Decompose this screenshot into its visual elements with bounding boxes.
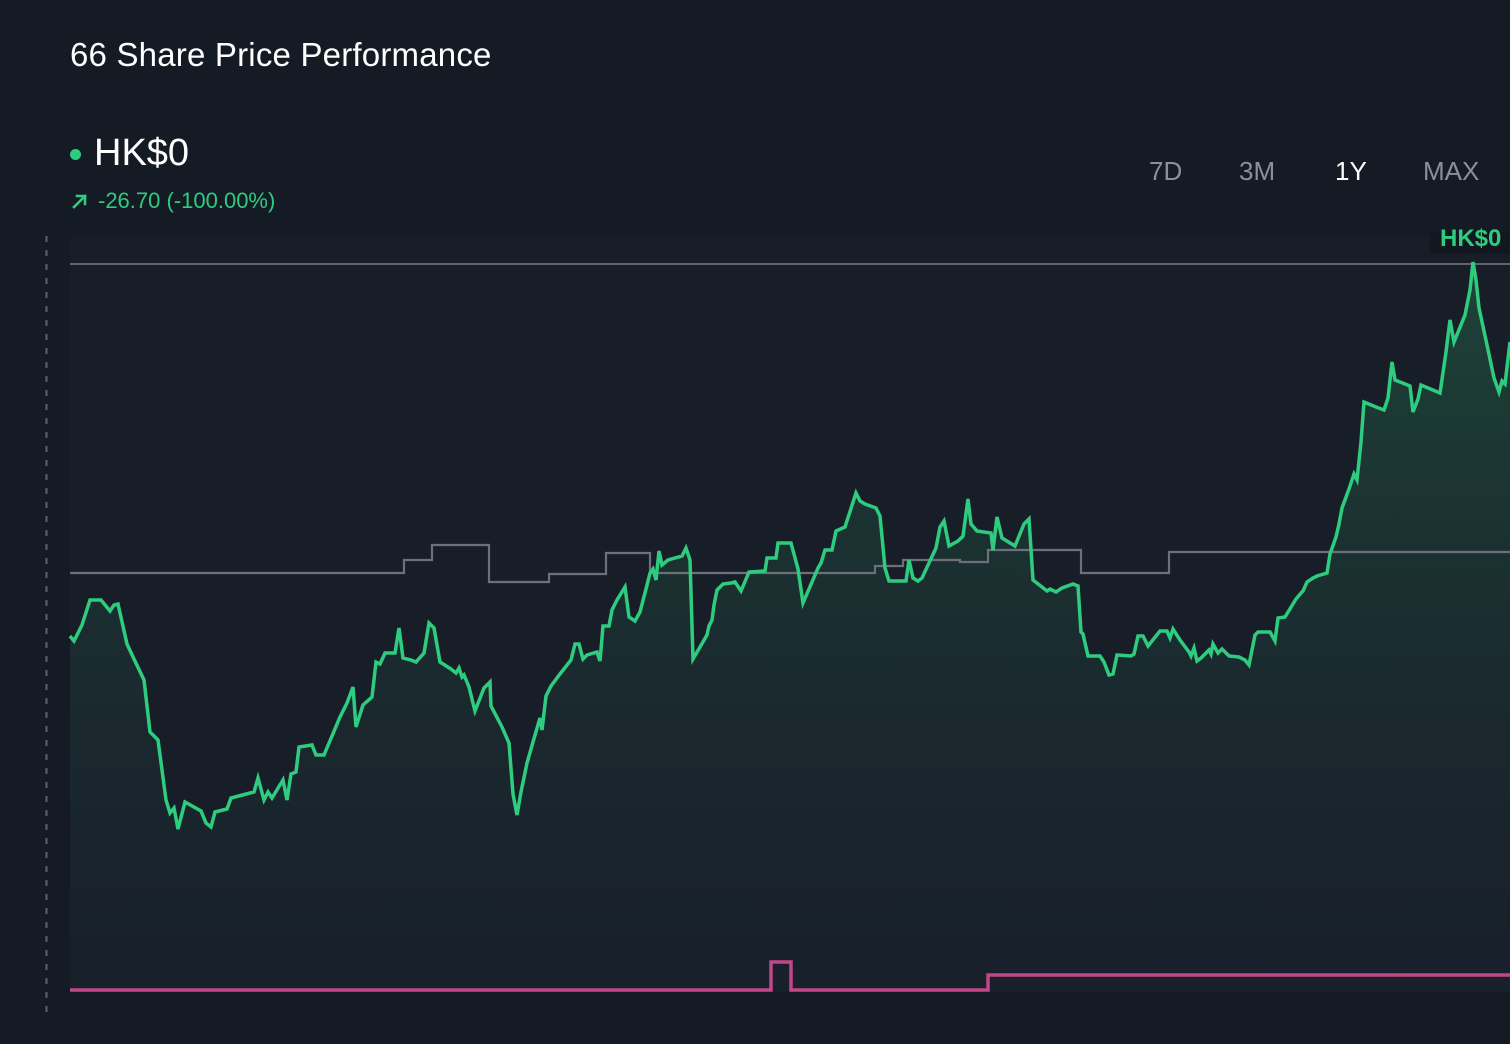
price-line: [68, 261, 1510, 831]
page-title: 66 Share Price Performance: [70, 36, 492, 73]
range-max-button[interactable]: MAX: [1423, 156, 1480, 186]
range-1y-button[interactable]: 1Y: [1335, 156, 1367, 186]
current-price: HK$0: [70, 132, 189, 175]
price-change: -26.70 (-100.00%): [70, 188, 275, 214]
price-value: HK$0: [94, 132, 190, 174]
max-label-background: [1430, 232, 1510, 254]
arrow-up-right-icon: [72, 194, 87, 209]
max-label: HK$0: [1440, 225, 1501, 252]
range-7d-button[interactable]: 7D: [1149, 156, 1183, 186]
range-3m-button[interactable]: 3M: [1239, 156, 1276, 186]
price-change-value: -26.70 (-100.00%): [98, 188, 276, 213]
price-area-fill: [70, 262, 1510, 992]
price-series-dot-icon: [70, 149, 81, 160]
comparison-step-line: [70, 543, 1510, 584]
bottom-indicator-step-line: [70, 960, 1510, 992]
time-range-selector: 7D 3M 1Y MAX: [1130, 156, 1510, 190]
